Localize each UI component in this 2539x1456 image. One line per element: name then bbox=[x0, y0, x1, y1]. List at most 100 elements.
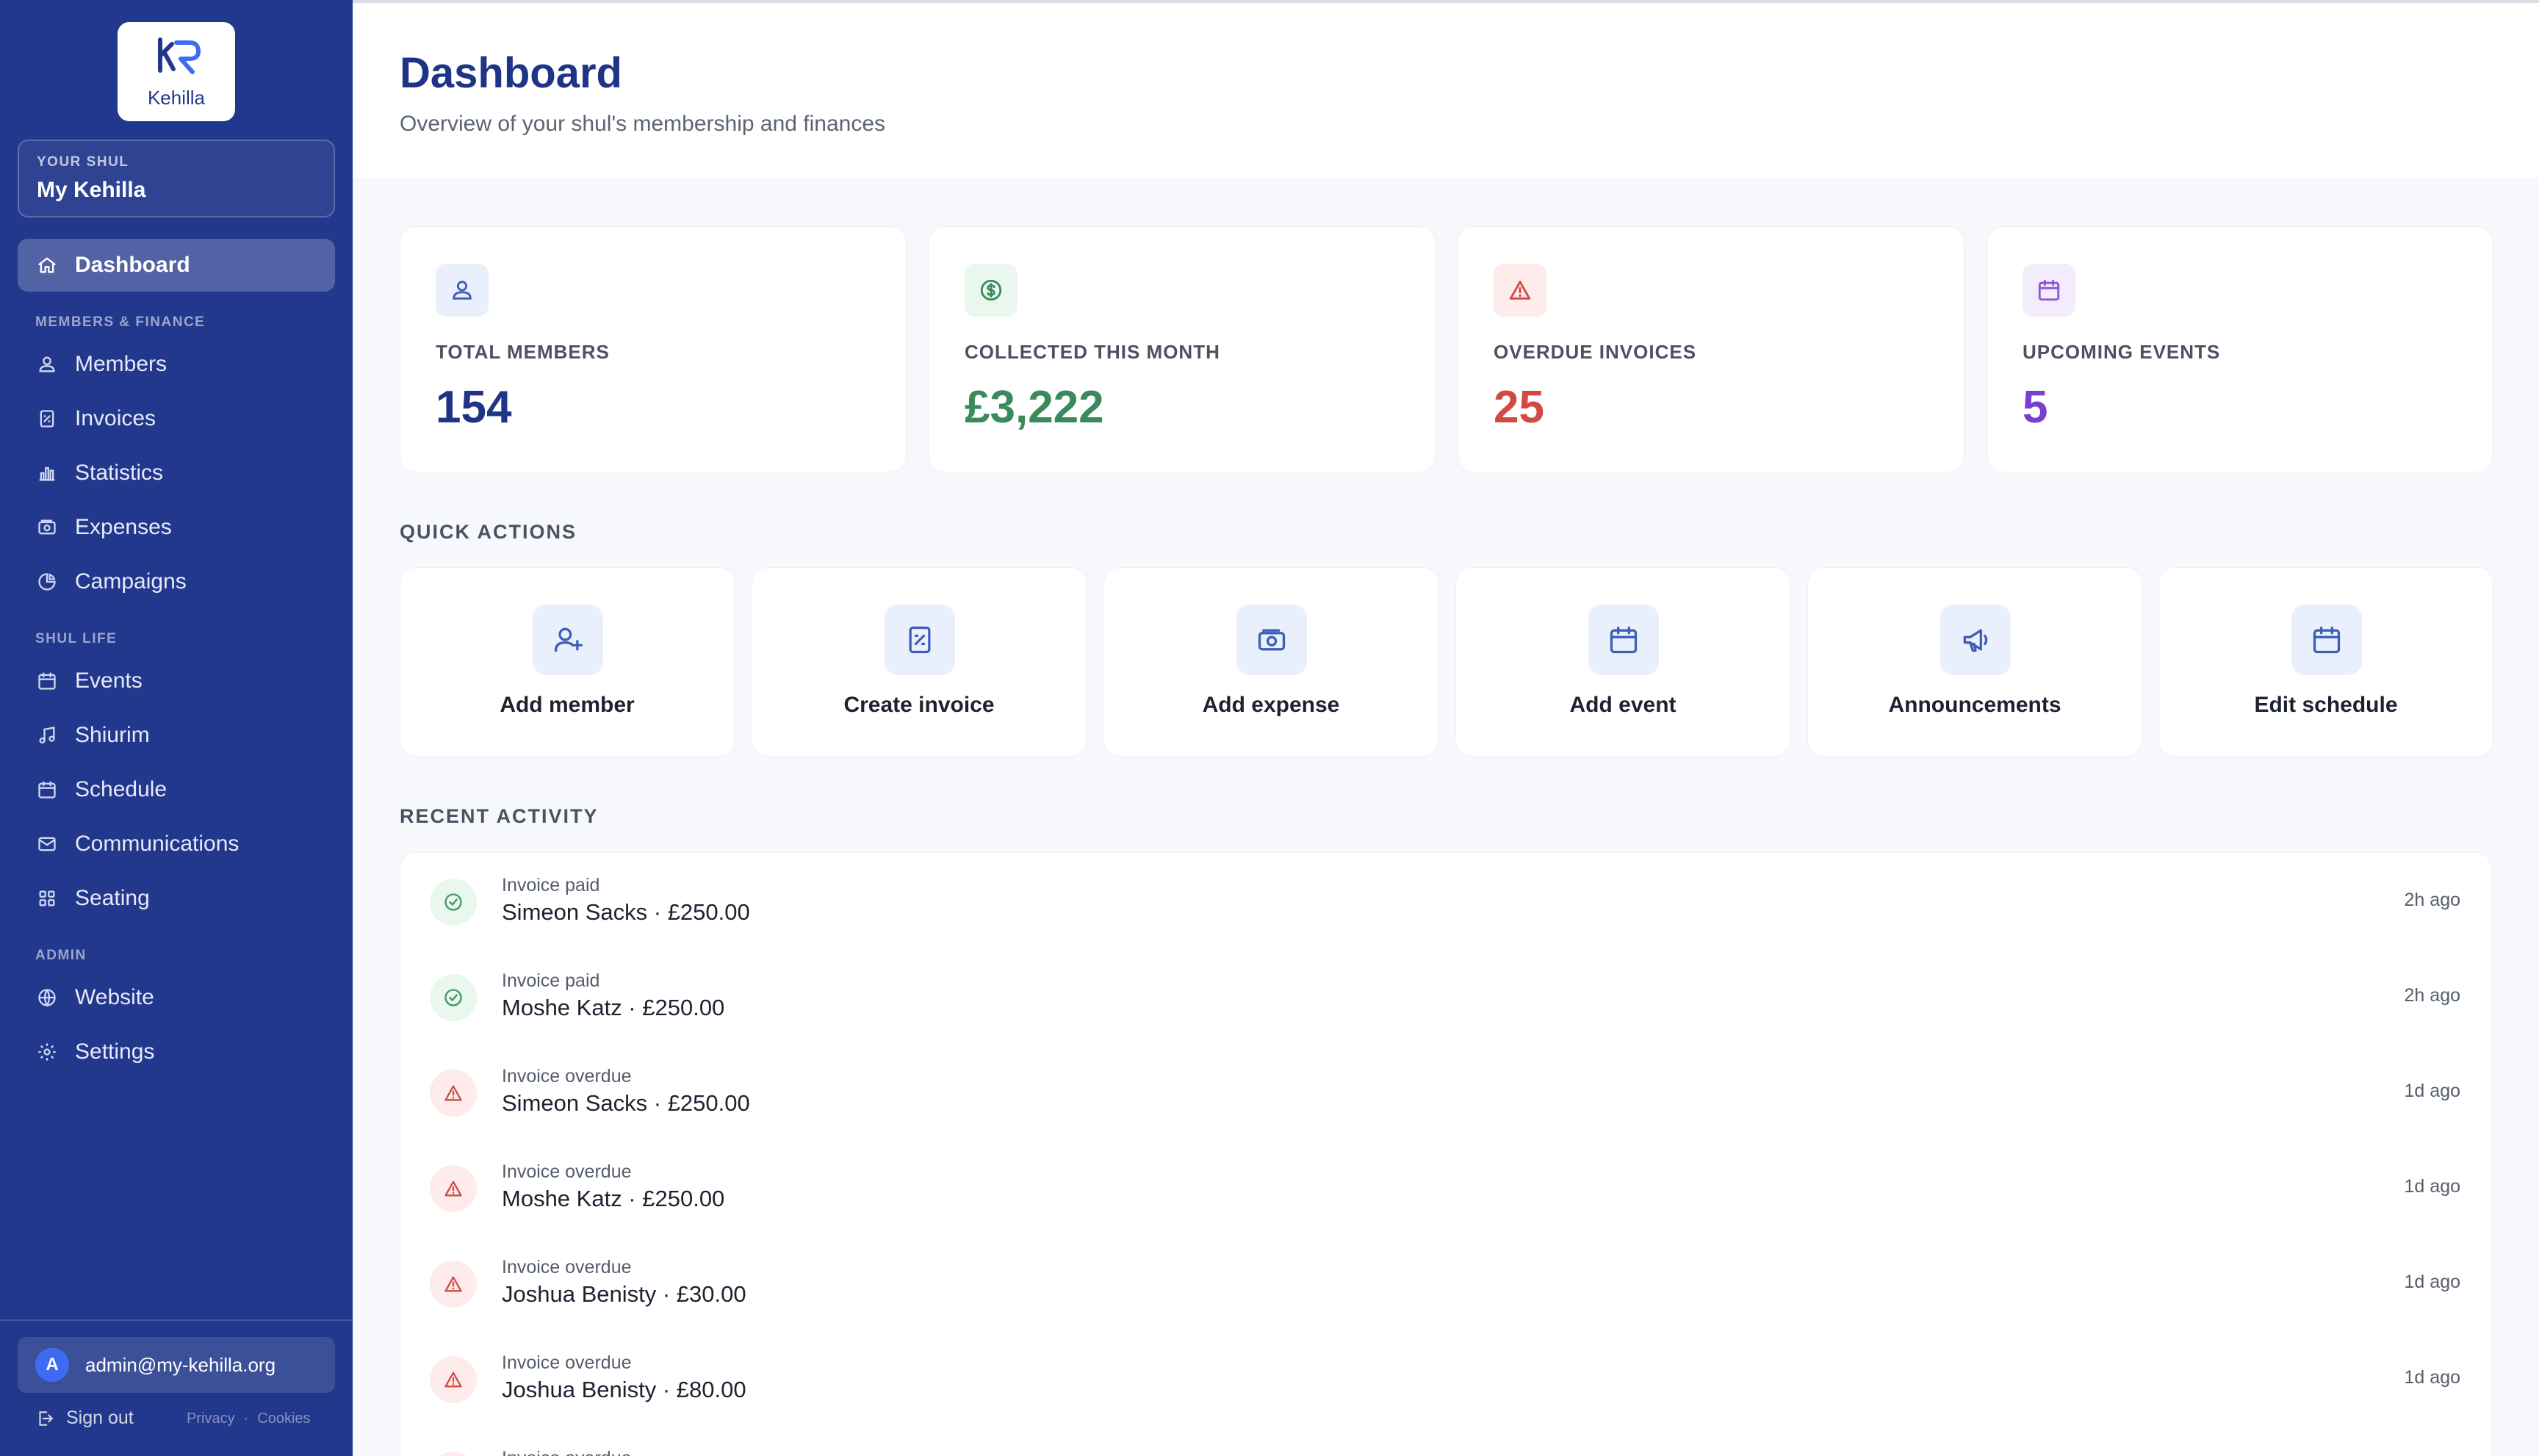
list-item[interactable]: Invoice overdue Moshe Katz · £250.00 1d … bbox=[400, 1139, 2491, 1235]
check-circle-icon bbox=[430, 974, 477, 1021]
add-expense-button[interactable]: Add expense bbox=[1103, 567, 1438, 757]
stat-value: 154 bbox=[436, 382, 512, 433]
sidebar: Kehilla YOUR SHUL My Kehilla Dashboard M… bbox=[0, 0, 353, 1456]
sidebar-item-label: Communications bbox=[75, 832, 240, 856]
quick-action-label: Create invoice bbox=[843, 693, 995, 717]
activity-detail: Joshua Benisty · £30.00 bbox=[502, 1281, 746, 1307]
dollar-circle-icon bbox=[965, 264, 1018, 317]
members-icon bbox=[37, 354, 57, 375]
activity-detail: Joshua Benisty · £80.00 bbox=[502, 1377, 746, 1402]
shul-selector[interactable]: YOUR SHUL My Kehilla bbox=[18, 140, 335, 217]
list-item[interactable]: Invoice paid Moshe Katz · £250.00 2h ago bbox=[400, 948, 2491, 1044]
stat-card-overdue-invoices[interactable]: OVERDUE INVOICES 25 bbox=[1458, 226, 1964, 472]
cookies-link[interactable]: Cookies bbox=[257, 1410, 311, 1427]
quick-action-label: Add event bbox=[1569, 693, 1677, 717]
sidebar-item-label: Website bbox=[75, 985, 154, 1009]
list-item[interactable]: Invoice overdue bbox=[400, 1426, 2491, 1456]
sidebar-item-label: Statistics bbox=[75, 461, 164, 485]
sidebar-item-label: Schedule bbox=[75, 777, 168, 801]
activity-time: 1d ago bbox=[2404, 1176, 2460, 1197]
page-title: Dashboard bbox=[400, 49, 622, 97]
megaphone-icon bbox=[1940, 605, 2011, 675]
activity-type: Invoice overdue bbox=[502, 1257, 632, 1277]
warning-icon bbox=[1494, 264, 1546, 317]
list-item[interactable]: Invoice overdue Joshua Benisty · £30.00 … bbox=[400, 1235, 2491, 1330]
invoice-icon bbox=[37, 408, 57, 429]
activity-type: Invoice overdue bbox=[502, 1066, 632, 1086]
sidebar-item-label: Shiurim bbox=[75, 723, 150, 747]
activity-type: Invoice paid bbox=[502, 970, 600, 991]
sidebar-item-label: Dashboard bbox=[75, 253, 190, 277]
user-email: admin@my-kehilla.org bbox=[85, 1353, 276, 1376]
add-event-button[interactable]: Add event bbox=[1455, 567, 1790, 757]
sign-out-icon bbox=[39, 1410, 54, 1426]
sidebar-item-shiurim[interactable]: Shiurim bbox=[18, 709, 335, 762]
activity-time: 1d ago bbox=[2404, 1081, 2460, 1101]
activity-time: 1d ago bbox=[2404, 1367, 2460, 1388]
warning-icon bbox=[430, 1070, 477, 1117]
activity-time: 2h ago bbox=[2404, 890, 2460, 910]
create-invoice-button[interactable]: Create invoice bbox=[752, 567, 1087, 757]
sidebar-item-settings[interactable]: Settings bbox=[18, 1026, 335, 1078]
home-icon bbox=[37, 255, 57, 275]
page-header: Dashboard Overview of your shul's member… bbox=[353, 0, 2539, 178]
user-plus-icon bbox=[533, 605, 603, 675]
sidebar-item-members[interactable]: Members bbox=[18, 338, 335, 391]
footer-links: Privacy · Cookies bbox=[187, 1410, 311, 1427]
nav-section-admin: ADMIN bbox=[35, 948, 87, 963]
shul-name: My Kehilla bbox=[37, 178, 146, 202]
sign-out-label: Sign out bbox=[66, 1408, 134, 1428]
stat-label: TOTAL MEMBERS bbox=[436, 341, 610, 363]
sidebar-item-statistics[interactable]: Statistics bbox=[18, 447, 335, 500]
mail-icon bbox=[37, 834, 57, 854]
stat-label: OVERDUE INVOICES bbox=[1494, 341, 1697, 363]
sidebar-item-expenses[interactable]: Expenses bbox=[18, 501, 335, 554]
add-member-button[interactable]: Add member bbox=[400, 567, 735, 757]
calendar-icon bbox=[2023, 264, 2075, 317]
calendar-icon bbox=[1588, 605, 1659, 675]
invoice-icon bbox=[885, 605, 955, 675]
sidebar-item-dashboard[interactable]: Dashboard bbox=[18, 239, 335, 292]
quick-action-label: Add expense bbox=[1202, 693, 1340, 717]
recent-activity-list: Invoice paid Simeon Sacks · £250.00 2h a… bbox=[400, 852, 2492, 1456]
edit-schedule-button[interactable]: Edit schedule bbox=[2158, 567, 2493, 757]
stat-label: COLLECTED THIS MONTH bbox=[965, 341, 1220, 363]
sidebar-item-seating[interactable]: Seating bbox=[18, 872, 335, 925]
sidebar-item-label: Invoices bbox=[75, 406, 156, 430]
activity-type: Invoice overdue bbox=[502, 1448, 632, 1456]
stat-card-upcoming-events[interactable]: UPCOMING EVENTS 5 bbox=[1987, 226, 2493, 472]
stat-card-collected-this-month[interactable]: COLLECTED THIS MONTH £3,222 bbox=[929, 226, 1436, 472]
kehilla-logo[interactable]: Kehilla bbox=[118, 22, 235, 121]
sidebar-item-invoices[interactable]: Invoices bbox=[18, 392, 335, 445]
sidebar-item-label: Campaigns bbox=[75, 569, 187, 594]
calendar-icon bbox=[37, 779, 57, 800]
quick-action-label: Edit schedule bbox=[2254, 693, 2398, 717]
stat-value: 5 bbox=[2023, 382, 2048, 433]
activity-time: 1d ago bbox=[2404, 1272, 2460, 1292]
sidebar-item-events[interactable]: Events bbox=[18, 655, 335, 707]
list-item[interactable]: Invoice paid Simeon Sacks · £250.00 2h a… bbox=[400, 853, 2491, 948]
announcements-button[interactable]: Announcements bbox=[1807, 567, 2142, 757]
wallet-icon bbox=[1236, 605, 1307, 675]
sidebar-item-label: Seating bbox=[75, 886, 150, 910]
list-item[interactable]: Invoice overdue Joshua Benisty · £80.00 … bbox=[400, 1330, 2491, 1426]
sidebar-item-schedule[interactable]: Schedule bbox=[18, 763, 335, 816]
activity-detail: Simeon Sacks · £250.00 bbox=[502, 899, 750, 925]
members-icon bbox=[436, 264, 489, 317]
activity-detail: Moshe Katz · £250.00 bbox=[502, 995, 725, 1020]
calendar-icon bbox=[2291, 605, 2362, 675]
nav-section-shul-life: SHUL LIFE bbox=[35, 631, 118, 646]
gear-icon bbox=[37, 1042, 57, 1062]
list-item[interactable]: Invoice overdue Simeon Sacks · £250.00 1… bbox=[400, 1044, 2491, 1139]
warning-icon bbox=[430, 1356, 477, 1403]
stat-card-total-members[interactable]: TOTAL MEMBERS 154 bbox=[400, 226, 907, 472]
sign-out-button[interactable]: Sign out bbox=[35, 1408, 134, 1429]
sidebar-item-label: Settings bbox=[75, 1039, 155, 1064]
wallet-icon bbox=[37, 517, 57, 538]
sidebar-item-campaigns[interactable]: Campaigns bbox=[18, 555, 335, 608]
user-account[interactable]: A admin@my-kehilla.org bbox=[18, 1337, 335, 1393]
sidebar-item-website[interactable]: Website bbox=[18, 971, 335, 1024]
sidebar-item-communications[interactable]: Communications bbox=[18, 818, 335, 871]
grid-icon bbox=[37, 888, 57, 909]
privacy-link[interactable]: Privacy bbox=[187, 1410, 235, 1427]
